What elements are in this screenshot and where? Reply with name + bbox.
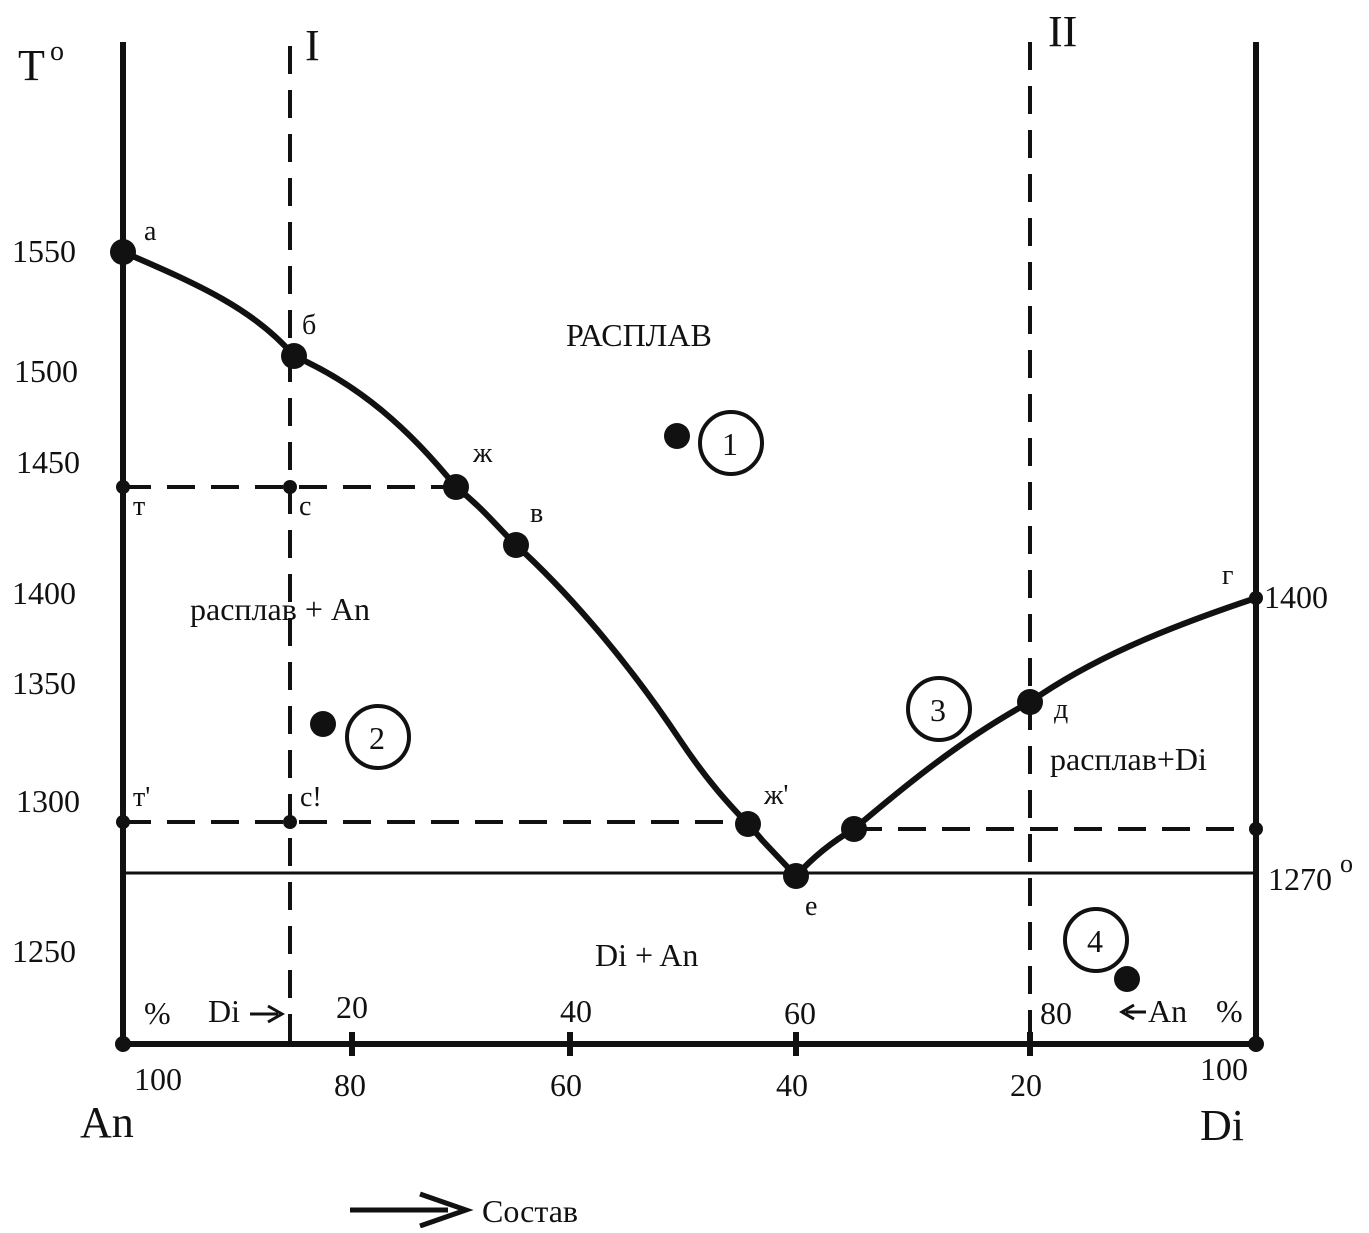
point-zh-label: ж xyxy=(472,438,493,469)
point-v-label: в xyxy=(530,498,543,529)
y-tick-1450: 1450 xyxy=(16,444,80,480)
marker-1-ring xyxy=(698,410,764,476)
point-g-label: г xyxy=(1222,560,1233,591)
an-tick-60: 60 xyxy=(550,1067,582,1103)
temperature-axis-label-sup: o xyxy=(50,36,64,67)
marker-1-label: 1 xyxy=(722,426,738,462)
composition-arrow-head xyxy=(419,1191,474,1229)
field-melt-an-label: расплав + An xyxy=(190,591,370,627)
marker-4-ring xyxy=(1063,907,1129,973)
point-zh-dot xyxy=(443,474,469,500)
marker-2-ring xyxy=(345,704,411,770)
y-tick-1350: 1350 xyxy=(12,665,76,701)
point-e-label: е xyxy=(805,891,817,922)
point-b-dot xyxy=(281,343,307,369)
di-tick-20: 20 xyxy=(336,989,368,1025)
left-component-label: An xyxy=(80,1098,134,1147)
di-arrow-head xyxy=(267,1004,286,1024)
an-scale-percent: % xyxy=(1216,993,1243,1029)
y-tick-1500: 1500 xyxy=(14,353,78,389)
point-s2-label: с! xyxy=(300,782,322,813)
di-tick-40: 40 xyxy=(560,993,592,1029)
vertical-two-label: II xyxy=(1048,7,1077,56)
point-a-label: а xyxy=(144,216,157,247)
point-zh2-dot xyxy=(735,811,761,837)
marker-2-label: 2 xyxy=(369,720,385,756)
right-value-1400: 1400 xyxy=(1264,579,1328,615)
di-tick-80: 80 xyxy=(1040,995,1072,1031)
di-scale-percent: % xyxy=(144,995,171,1031)
an-tick-40: 40 xyxy=(776,1067,808,1103)
y-tick-1400: 1400 xyxy=(12,575,76,611)
an-tick-100-right: 100 xyxy=(1200,1051,1248,1087)
marker-4-label: 4 xyxy=(1087,923,1103,959)
point-zh2-label: ж' xyxy=(763,780,788,811)
marker-3-ring xyxy=(906,676,972,742)
an-tick-100-left: 100 xyxy=(134,1061,182,1097)
an-tick-20: 20 xyxy=(1010,1067,1042,1103)
liquidus-di xyxy=(793,595,1257,879)
right-component-label: Di xyxy=(1200,1101,1244,1150)
point-b-label: б xyxy=(302,310,316,341)
y-tick-1250: 1250 xyxy=(12,933,76,969)
marker-3-label: 3 xyxy=(930,692,946,728)
vertical-one-label: I xyxy=(305,21,320,70)
point-t-label: т xyxy=(133,491,145,522)
di-tick-60: 60 xyxy=(784,995,816,1031)
point-s-label: с xyxy=(299,491,311,522)
point-s2-dot xyxy=(283,815,297,829)
marker-4-dot xyxy=(1114,966,1140,992)
point-g-dot xyxy=(1249,591,1263,605)
eutectic-value-sup: o xyxy=(1340,849,1353,878)
field-melt-label: РАСПЛАВ xyxy=(566,317,712,353)
di-scale-label: Di xyxy=(208,993,240,1029)
y-tick-1300: 1300 xyxy=(16,783,80,819)
axis-corner-left xyxy=(115,1036,131,1052)
an-tick-80: 80 xyxy=(334,1067,366,1103)
point-e-dot xyxy=(783,863,809,889)
point-right-isotherm-end-dot xyxy=(1249,822,1263,836)
point-t2-dot xyxy=(116,815,130,829)
point-a-dot xyxy=(110,239,136,265)
field-solid-label: Di + An xyxy=(595,937,698,973)
point-d-label: д xyxy=(1054,694,1068,725)
point-t2-label: т' xyxy=(133,782,150,813)
composition-label: Состав xyxy=(482,1193,578,1228)
liquidus-an xyxy=(121,249,799,879)
point-right-isotherm-dot xyxy=(841,816,867,842)
marker-2-dot xyxy=(310,711,336,737)
point-d-dot xyxy=(1017,689,1043,715)
eutectic-value: 1270 xyxy=(1268,861,1332,897)
y-tick-1550: 1550 xyxy=(12,233,76,269)
an-scale-label: An xyxy=(1148,993,1187,1029)
point-v-dot xyxy=(503,532,529,558)
marker-1-dot xyxy=(664,423,690,449)
axis-corner-right xyxy=(1248,1036,1264,1052)
an-arrow-head xyxy=(1119,1003,1135,1021)
point-s-dot xyxy=(283,480,297,494)
point-t-dot xyxy=(116,480,130,494)
field-melt-di-label: расплав+Di xyxy=(1050,741,1207,777)
temperature-axis-label: T xyxy=(18,41,45,90)
